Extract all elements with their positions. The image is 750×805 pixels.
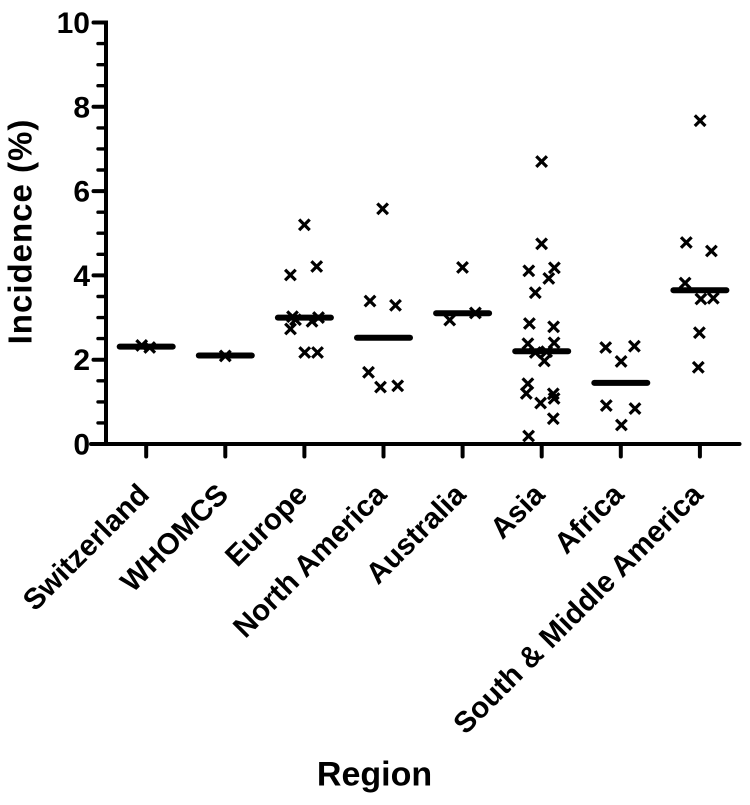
svg-text:2: 2: [73, 344, 90, 377]
svg-text:8: 8: [73, 91, 90, 124]
svg-text:Region: Region: [317, 756, 432, 794]
svg-text:6: 6: [73, 176, 90, 209]
svg-text:4: 4: [73, 260, 90, 293]
svg-text:Incidence (%): Incidence (%): [2, 119, 39, 345]
svg-text:10: 10: [57, 7, 90, 40]
svg-text:0: 0: [73, 429, 90, 462]
